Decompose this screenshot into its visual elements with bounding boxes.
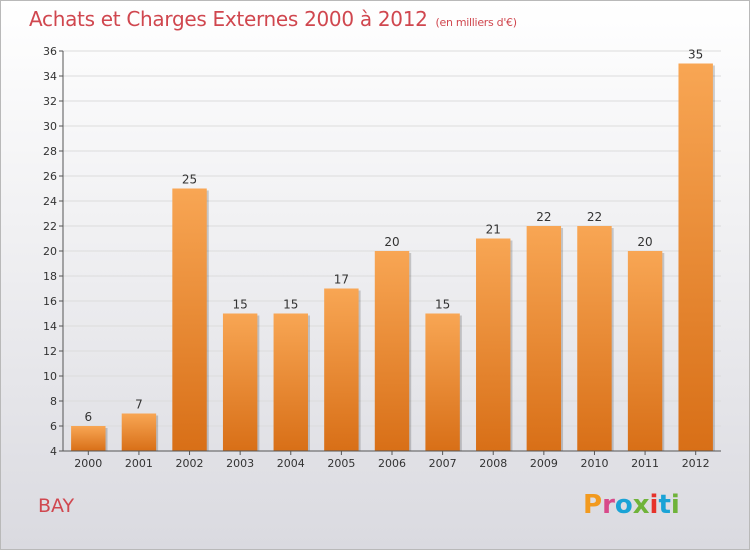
x-tick-label: 2007 — [429, 457, 457, 470]
chart-title: Achats et Charges Externes 2000 à 2012 (e… — [29, 7, 517, 31]
logo-letter: i — [649, 490, 659, 520]
x-tick-label: 2010 — [580, 457, 608, 470]
y-tick-label: 36 — [43, 45, 57, 58]
bar — [476, 238, 511, 451]
x-tick-label: 2001 — [125, 457, 153, 470]
data-label: 21 — [486, 223, 501, 237]
data-label: 25 — [182, 173, 197, 187]
data-label: 15 — [435, 298, 450, 312]
logo-letter: o — [614, 490, 633, 520]
y-tick-label: 34 — [43, 70, 57, 83]
y-tick-label: 28 — [43, 145, 57, 158]
x-tick-label: 2009 — [530, 457, 558, 470]
data-label: 17 — [334, 273, 349, 287]
chart-unit: (en milliers d'€) — [435, 16, 517, 29]
data-label: 15 — [283, 298, 298, 312]
bars: 6 7 25 15 15 17 20 15 21 22 22 20 35 — [71, 48, 715, 451]
data-label: 35 — [688, 48, 703, 62]
logo-letter: P — [583, 490, 603, 520]
bar — [324, 288, 359, 451]
bar — [121, 413, 157, 451]
x-tick-label: 2012 — [682, 457, 710, 470]
proxiti-logo[interactable]: Proxiti — [583, 490, 680, 520]
data-label: 20 — [384, 235, 399, 249]
bar — [627, 251, 663, 451]
y-tick-label: 16 — [43, 295, 57, 308]
data-label: 7 — [135, 398, 143, 412]
bar — [678, 63, 713, 451]
y-tick-label: 20 — [43, 245, 57, 258]
y-tick-label: 4 — [50, 445, 57, 458]
data-label: 20 — [637, 235, 652, 249]
data-label: 6 — [84, 410, 92, 424]
bar — [222, 313, 258, 451]
y-tick-label: 6 — [50, 420, 57, 433]
x-tick-label: 2003 — [226, 457, 254, 470]
x-tick-label: 2006 — [378, 457, 406, 470]
y-tick-label: 12 — [43, 345, 57, 358]
bar — [526, 226, 562, 451]
y-tick-label: 8 — [50, 395, 57, 408]
bar — [425, 313, 460, 451]
x-tick-label: 2008 — [479, 457, 507, 470]
bar — [374, 251, 410, 451]
y-tick-label: 26 — [43, 170, 57, 183]
data-label: 15 — [233, 298, 248, 312]
chart-title-text: Achats et Charges Externes 2000 à 2012 — [29, 7, 428, 31]
y-tick-label: 24 — [43, 195, 57, 208]
x-tick-label: 2005 — [327, 457, 355, 470]
logo-letter: r — [602, 490, 615, 520]
data-label: 22 — [587, 210, 602, 224]
axes: 4 6 8 10 12 14 16 18 20 22 24 26 28 30 32 34 36 2000 2001 2… — [43, 45, 721, 470]
x-tick-label: 2011 — [631, 457, 659, 470]
bar — [172, 188, 207, 451]
data-label: 22 — [536, 210, 551, 224]
logo-letter: i — [670, 490, 680, 520]
commune-name: BAY — [38, 495, 75, 517]
bar — [577, 226, 612, 451]
y-tick-label: 30 — [43, 120, 57, 133]
y-tick-label: 14 — [43, 320, 57, 333]
logo-letter: t — [658, 490, 671, 520]
bar — [71, 426, 106, 451]
y-tick-label: 22 — [43, 220, 57, 233]
y-tick-label: 18 — [43, 270, 57, 283]
y-tick-label: 10 — [43, 370, 57, 383]
bar — [273, 313, 308, 451]
y-tick-label: 32 — [43, 95, 57, 108]
x-tick-label: 2004 — [277, 457, 305, 470]
x-tick-label: 2002 — [176, 457, 204, 470]
logo-letter: x — [632, 490, 650, 520]
x-tick-label: 2000 — [74, 457, 102, 470]
